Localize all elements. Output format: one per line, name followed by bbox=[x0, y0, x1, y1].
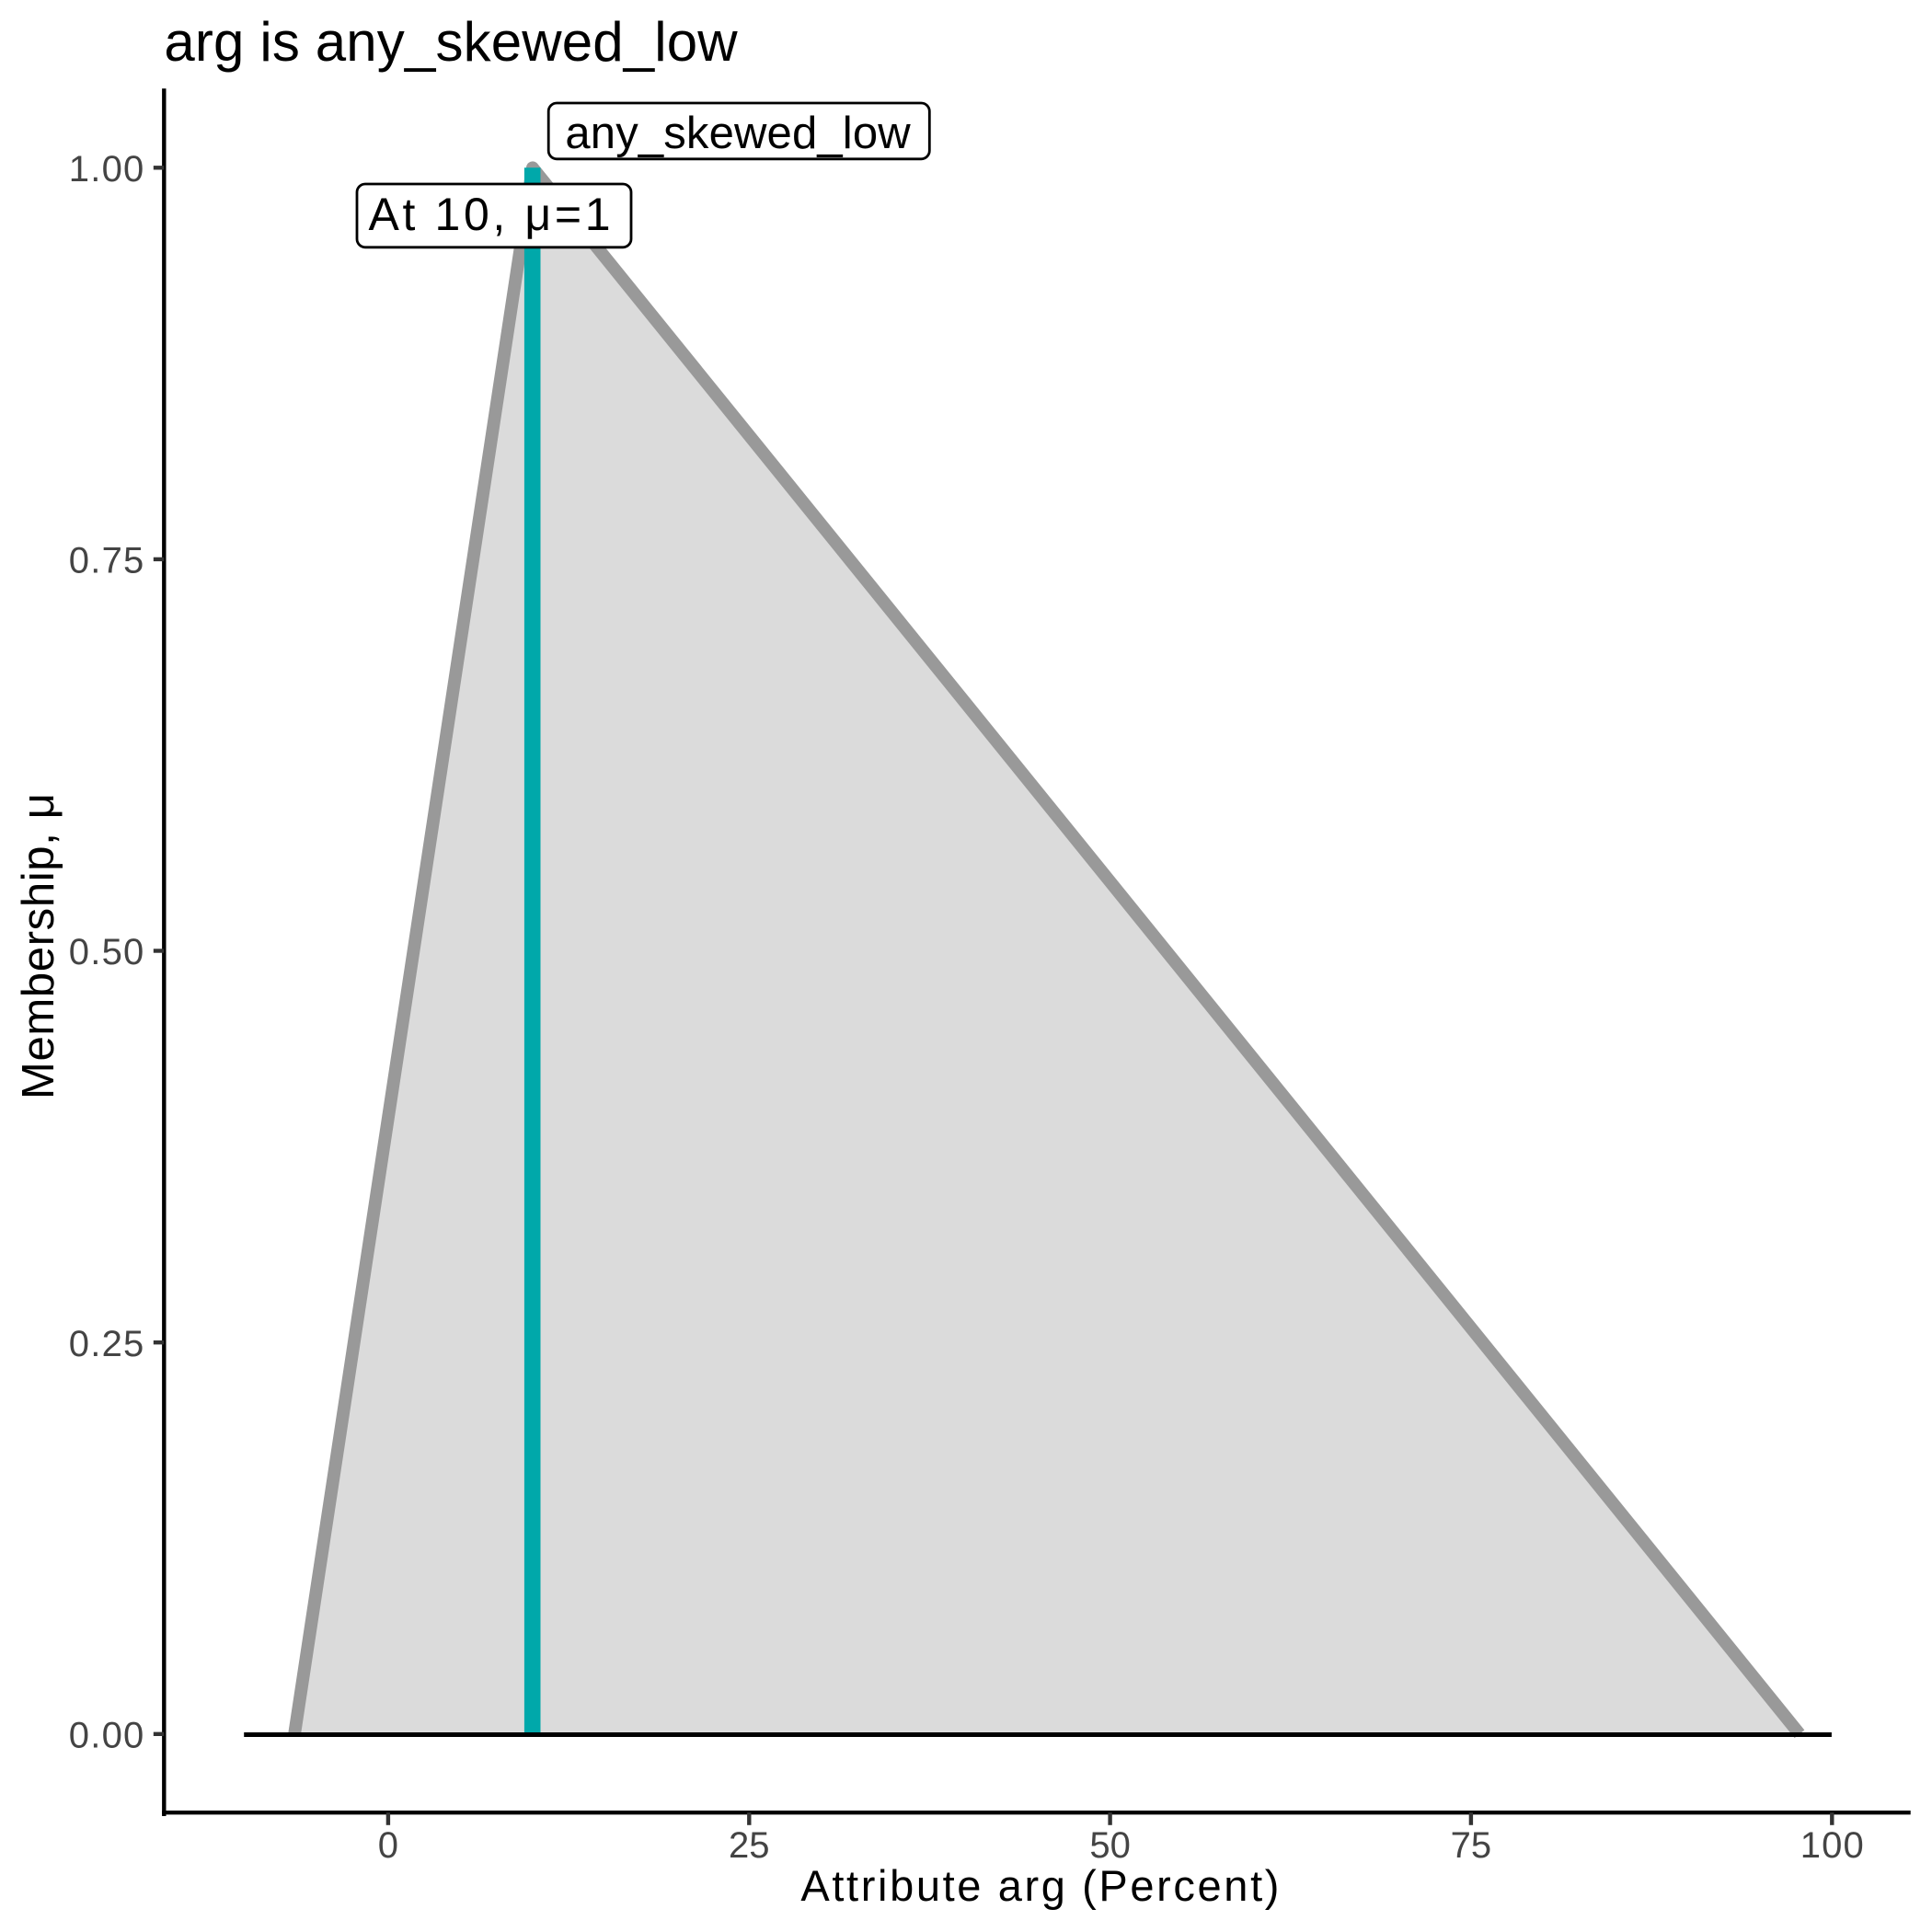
svg-text:75: 75 bbox=[1451, 1825, 1492, 1866]
svg-text:0.75: 0.75 bbox=[69, 541, 144, 581]
svg-text:50: 50 bbox=[1089, 1825, 1131, 1866]
svg-text:1.00: 1.00 bbox=[69, 149, 144, 190]
svg-text:arg is any_skewed_low: arg is any_skewed_low bbox=[164, 11, 738, 73]
svg-text:25: 25 bbox=[729, 1825, 770, 1866]
svg-text:any_skewed_low: any_skewed_low bbox=[565, 109, 911, 158]
svg-text:0.25: 0.25 bbox=[69, 1324, 144, 1364]
svg-text:0: 0 bbox=[378, 1825, 398, 1866]
svg-text:0.00: 0.00 bbox=[69, 1715, 144, 1755]
svg-text:0.50: 0.50 bbox=[69, 932, 144, 972]
svg-text:Membership, μ: Membership, μ bbox=[14, 793, 63, 1099]
svg-text:100: 100 bbox=[1800, 1825, 1864, 1866]
